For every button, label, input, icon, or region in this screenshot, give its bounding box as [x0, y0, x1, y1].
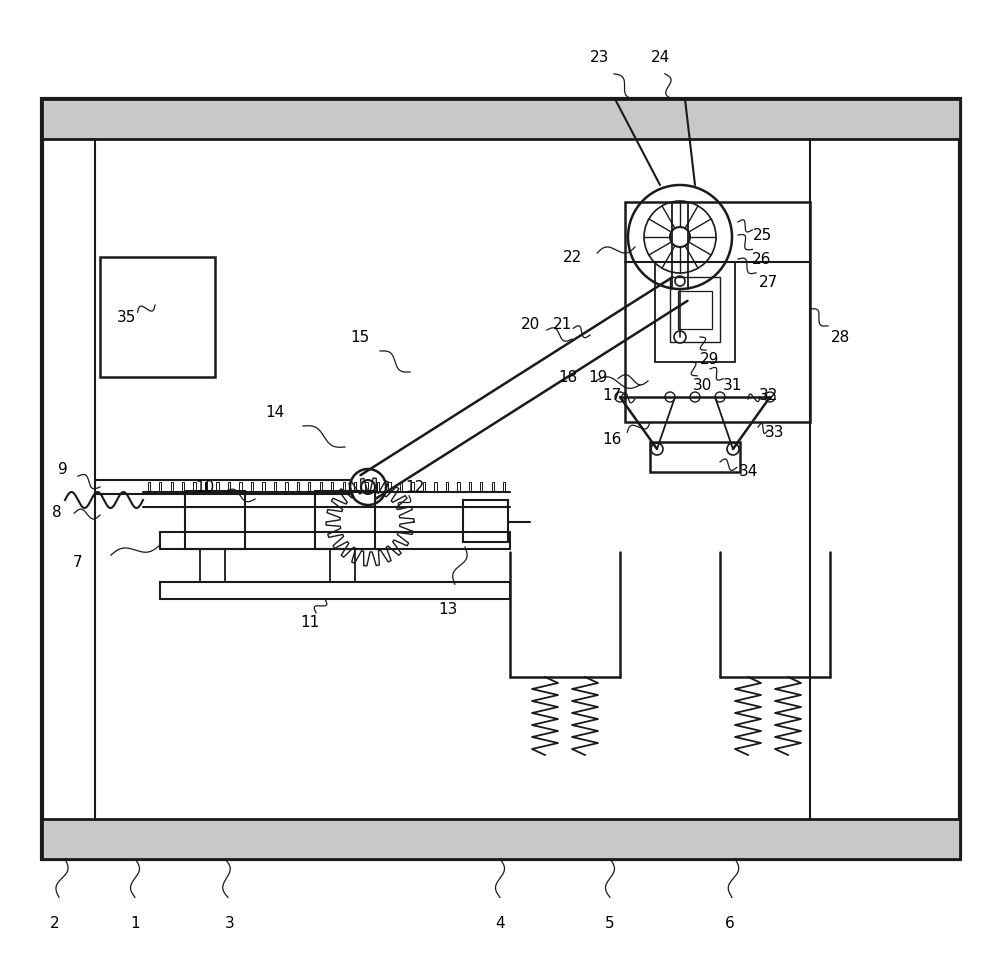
Circle shape [615, 393, 625, 403]
Text: 35: 35 [116, 310, 136, 325]
Text: 34: 34 [738, 464, 758, 479]
Text: 19: 19 [588, 370, 608, 385]
Circle shape [675, 276, 685, 286]
Circle shape [361, 481, 375, 494]
Circle shape [727, 444, 739, 455]
Text: 7: 7 [73, 555, 83, 570]
Text: 3: 3 [225, 915, 235, 930]
Text: 20: 20 [520, 318, 540, 332]
Bar [670, 277, 720, 343]
Text: 5: 5 [605, 915, 615, 930]
Text: 23: 23 [590, 51, 610, 65]
Text: 13: 13 [438, 602, 458, 616]
Text: 33: 33 [765, 425, 785, 440]
Circle shape [670, 228, 690, 248]
Circle shape [674, 331, 686, 344]
Text: 27: 27 [758, 276, 778, 290]
Bar [185, 491, 245, 549]
Bar [463, 500, 508, 542]
Bar [678, 292, 712, 329]
Bar [42, 100, 960, 859]
Text: 10: 10 [195, 480, 215, 495]
Text: 4: 4 [495, 915, 505, 930]
Text: 6: 6 [725, 915, 735, 930]
Text: 14: 14 [265, 405, 285, 420]
Text: 15: 15 [350, 330, 370, 345]
Text: 24: 24 [650, 51, 670, 65]
Text: 1: 1 [130, 915, 140, 930]
Bar [315, 491, 375, 549]
Text: 8: 8 [52, 505, 62, 520]
Text: 31: 31 [722, 378, 742, 393]
Text: 12: 12 [405, 480, 425, 495]
Bar [650, 443, 740, 473]
Text: 21: 21 [552, 318, 572, 332]
Text: 22: 22 [562, 250, 582, 265]
Bar [42, 819, 960, 859]
Circle shape [765, 393, 775, 403]
Bar [625, 203, 810, 423]
Circle shape [715, 393, 725, 403]
Text: 9: 9 [58, 462, 68, 477]
Circle shape [665, 393, 675, 403]
Text: 25: 25 [752, 229, 772, 243]
Circle shape [651, 444, 663, 455]
Text: 17: 17 [602, 388, 622, 404]
Bar [100, 258, 215, 378]
Text: 28: 28 [830, 330, 850, 345]
Circle shape [690, 393, 700, 403]
Text: 2: 2 [50, 915, 60, 930]
Text: 32: 32 [758, 388, 778, 404]
Bar [42, 100, 960, 140]
Text: 18: 18 [558, 370, 578, 385]
Bar [655, 263, 735, 362]
Text: 11: 11 [300, 615, 320, 630]
Text: 29: 29 [700, 352, 720, 367]
Text: 26: 26 [752, 252, 772, 268]
Text: 30: 30 [692, 378, 712, 393]
Bar [160, 582, 510, 599]
Text: 16: 16 [602, 432, 622, 447]
